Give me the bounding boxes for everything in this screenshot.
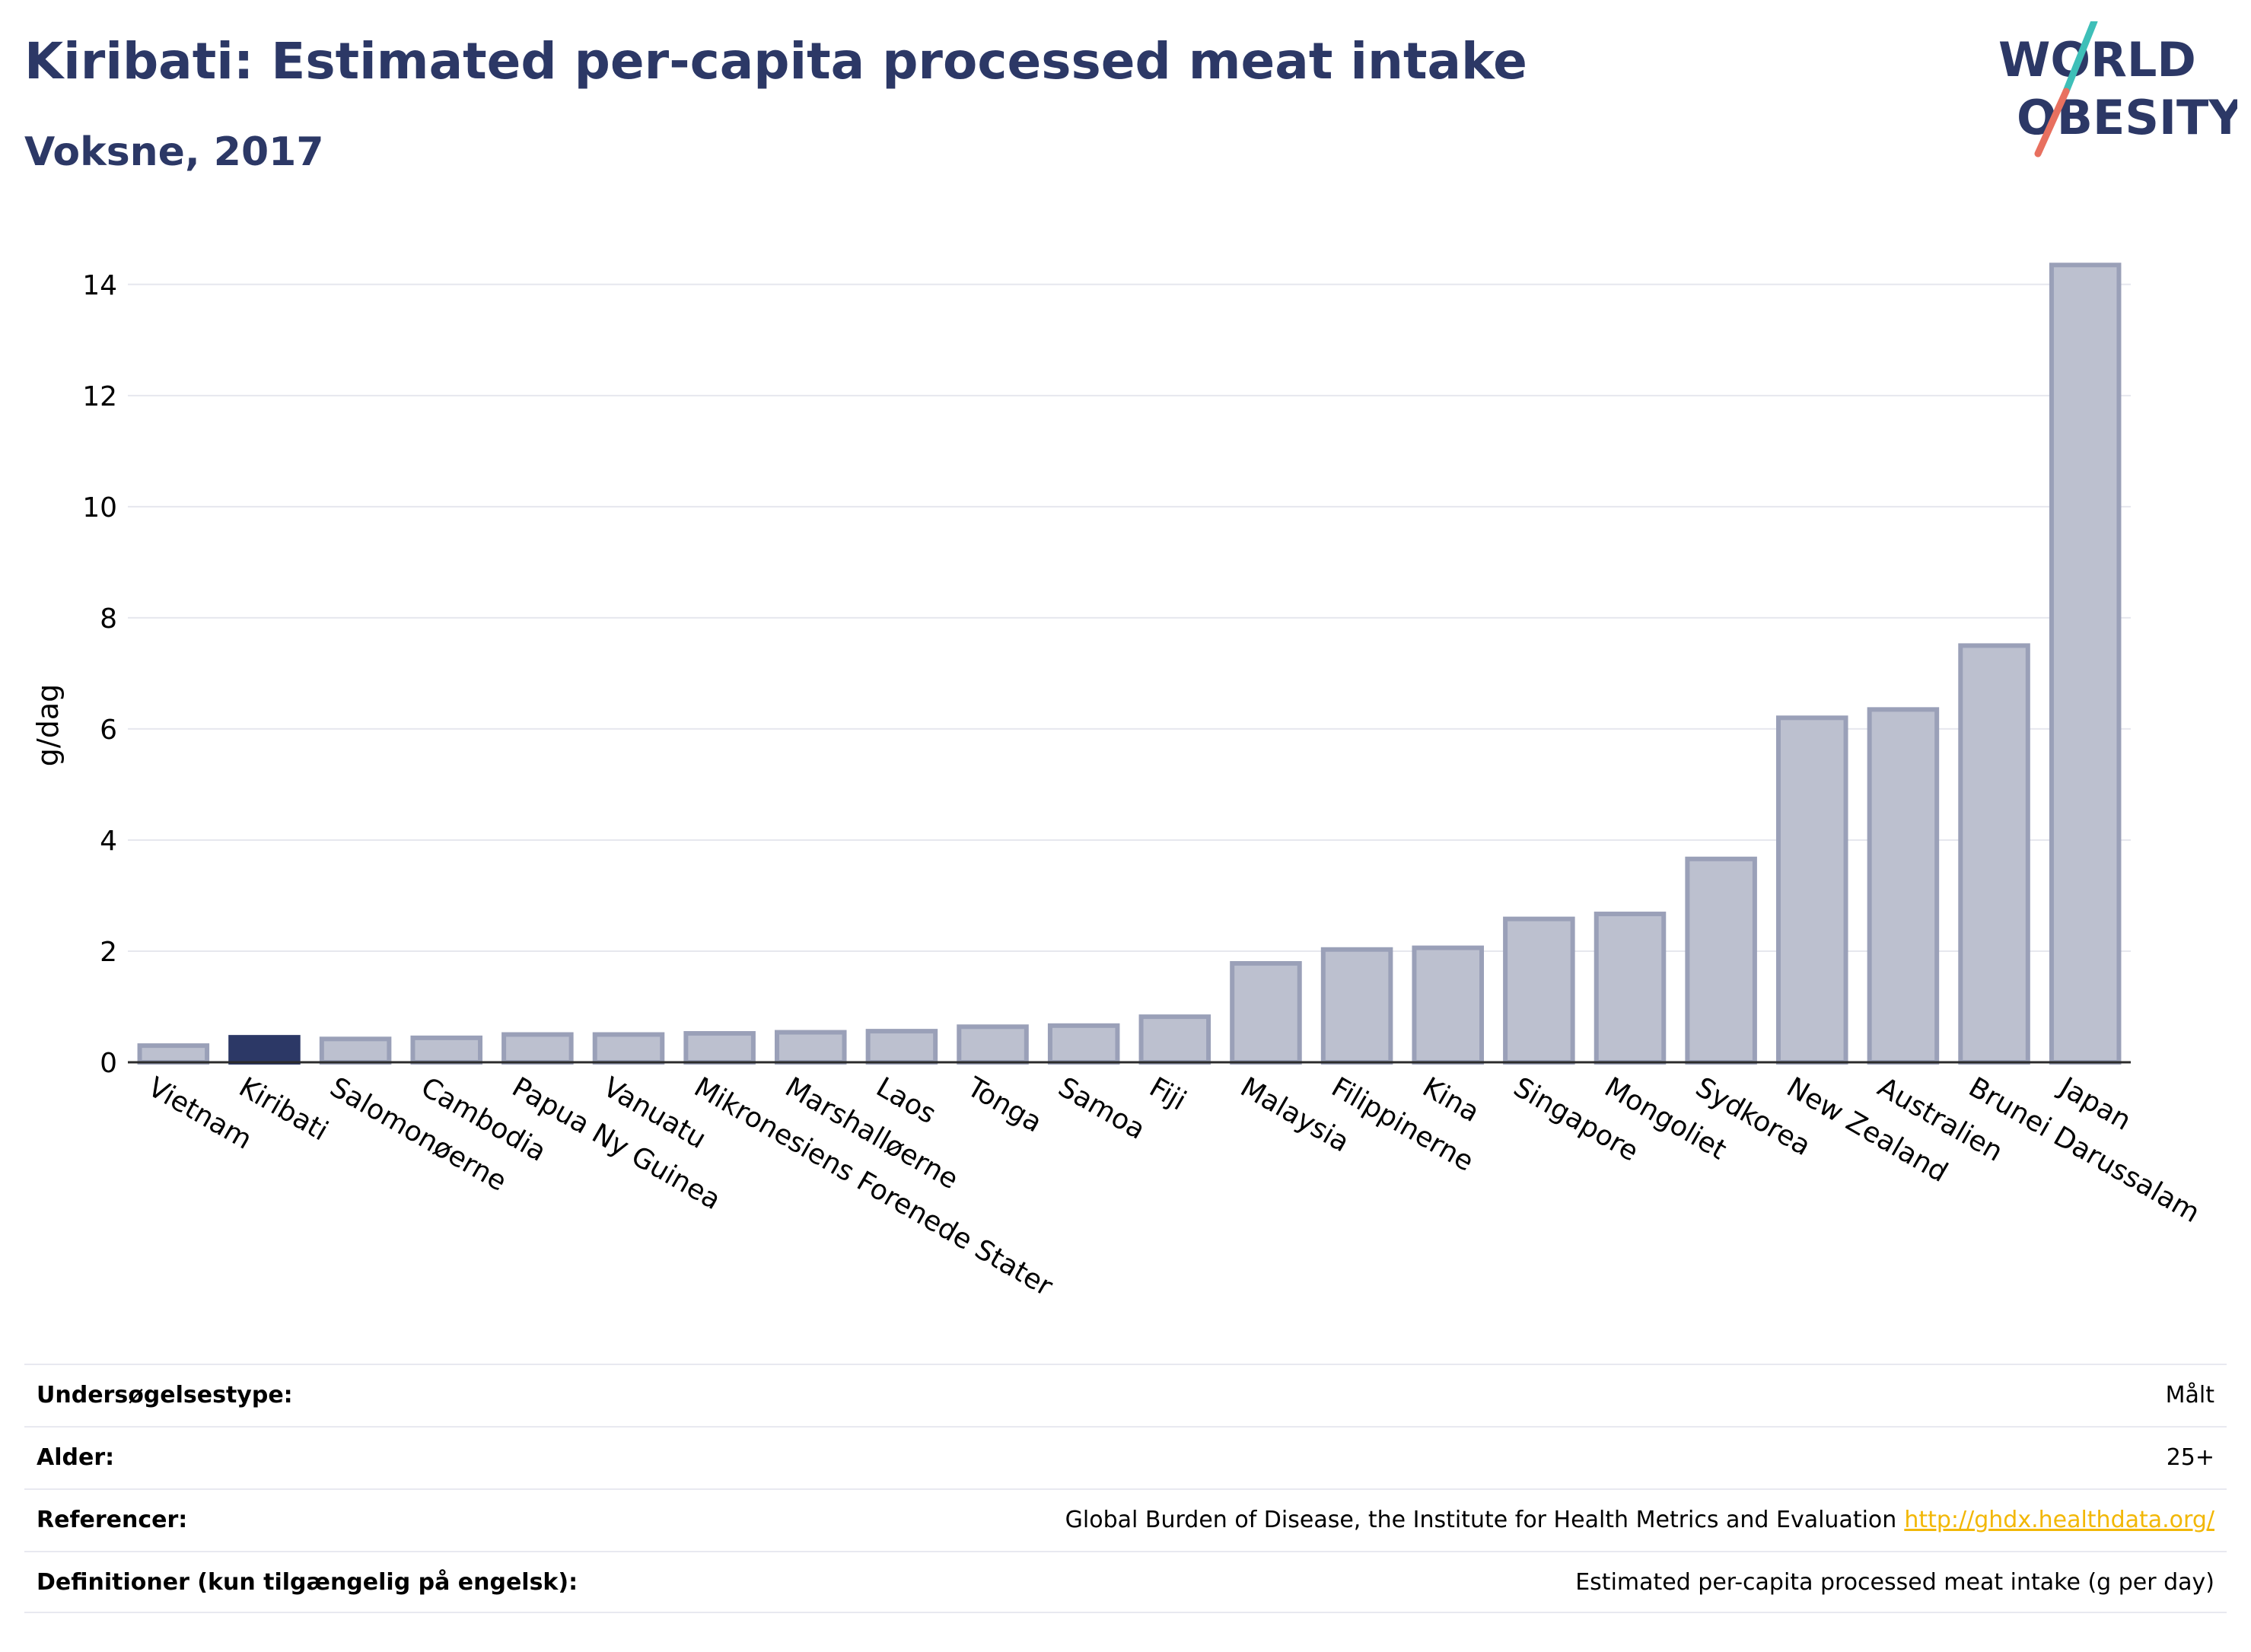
meta-row-survey-type: Undersøgelsestype: Målt: [24, 1364, 2227, 1426]
meta-value-references: Global Burden of Disease, the Institute …: [1065, 1507, 2214, 1533]
reference-text: Global Burden of Disease, the Institute …: [1065, 1507, 1897, 1533]
y-axis-ticks: 0 2 4 6 8 10 12 14: [82, 270, 117, 1079]
y-tick-label: 2: [100, 937, 117, 968]
bar-vietnam[interactable]: [137, 1043, 210, 1065]
bar-new-zealand[interactable]: [1776, 715, 1848, 1065]
bar-brunei-darussalam[interactable]: [1958, 643, 2030, 1065]
meta-label: Referencer:: [37, 1507, 188, 1533]
bar-kina[interactable]: [1412, 945, 1484, 1065]
bar-marshalløerne[interactable]: [775, 1030, 847, 1065]
reference-link[interactable]: http://ghdx.healthdata.org/: [1904, 1507, 2214, 1533]
chart-subtitle: Voksne, 2017: [24, 129, 324, 175]
y-tick-label: 10: [82, 492, 117, 524]
meta-label: Alder:: [37, 1444, 115, 1471]
meta-label: Definitioner (kun tilgængelig på engelsk…: [37, 1569, 578, 1596]
bar-malaysia[interactable]: [1230, 961, 1302, 1065]
bar-singapore[interactable]: [1503, 916, 1575, 1065]
y-tick-label: 4: [100, 826, 117, 857]
bar-papua-ny-guinea[interactable]: [501, 1032, 574, 1065]
bar-mikronesiens-forenede-stater[interactable]: [683, 1031, 756, 1065]
bar-samoa[interactable]: [1047, 1023, 1120, 1065]
y-axis-label: g/dag: [31, 684, 65, 766]
bars: [137, 263, 2122, 1065]
y-tick-label: 6: [100, 715, 117, 746]
x-axis-labels: VietnamKiribatiSalomonøerneCambodiaPapua…: [142, 1071, 2205, 1303]
bar-laos[interactable]: [865, 1029, 938, 1065]
x-tick-label: Fiji: [1144, 1071, 1191, 1117]
meta-row-age: Alder: 25+: [24, 1426, 2227, 1488]
meta-value: Målt: [2165, 1382, 2214, 1408]
bar-australien[interactable]: [1867, 707, 1940, 1065]
logo-slash-bottom: [2034, 88, 2070, 158]
world-obesity-logo: WORLD OBESITY: [1998, 21, 2237, 158]
x-tick-label: Tonga: [961, 1071, 1047, 1139]
meta-value: 25+: [2166, 1444, 2214, 1471]
bar-vanuatu[interactable]: [592, 1032, 665, 1065]
meta-value: Estimated per-capita processed meat inta…: [1575, 1569, 2214, 1596]
y-tick-label: 14: [82, 270, 117, 301]
bar-japan[interactable]: [2049, 263, 2122, 1065]
bar-filippinerne[interactable]: [1320, 947, 1393, 1065]
meta-label: Undersøgelsestype:: [37, 1382, 293, 1408]
bar-mongoliet[interactable]: [1594, 912, 1667, 1065]
x-tick-label: Vietnam: [142, 1071, 256, 1156]
bar-tonga[interactable]: [957, 1024, 1029, 1065]
y-tick-label: 8: [100, 603, 117, 635]
x-tick-label: Kina: [1417, 1071, 1484, 1128]
bar-kiribati[interactable]: [228, 1035, 301, 1065]
bar-chart: 0 2 4 6 8 10 12 14 VietnamKiribatiSalomonøerneC…: [31, 263, 2205, 1303]
y-tick-label: 12: [82, 381, 117, 412]
bar-salomonøerne[interactable]: [319, 1036, 392, 1065]
chart-title: Kiribati: Estimated per-capita processed…: [24, 32, 1527, 91]
logo-text-world: WORLD: [1998, 32, 2196, 88]
meta-row-definitions: Definitioner (kun tilgængelig på engelsk…: [24, 1551, 2227, 1613]
metadata-table: Undersøgelsestype: Målt Alder: 25+ Refer…: [24, 1364, 2227, 1613]
bar-sydkorea[interactable]: [1685, 856, 1757, 1065]
x-tick-label: Samoa: [1053, 1071, 1151, 1146]
y-tick-label: 0: [100, 1048, 117, 1079]
logo-slash-top: [2062, 21, 2098, 95]
bar-fiji[interactable]: [1138, 1014, 1211, 1065]
meta-row-references: Referencer: Global Burden of Disease, th…: [24, 1488, 2227, 1551]
bar-cambodia[interactable]: [410, 1035, 482, 1065]
